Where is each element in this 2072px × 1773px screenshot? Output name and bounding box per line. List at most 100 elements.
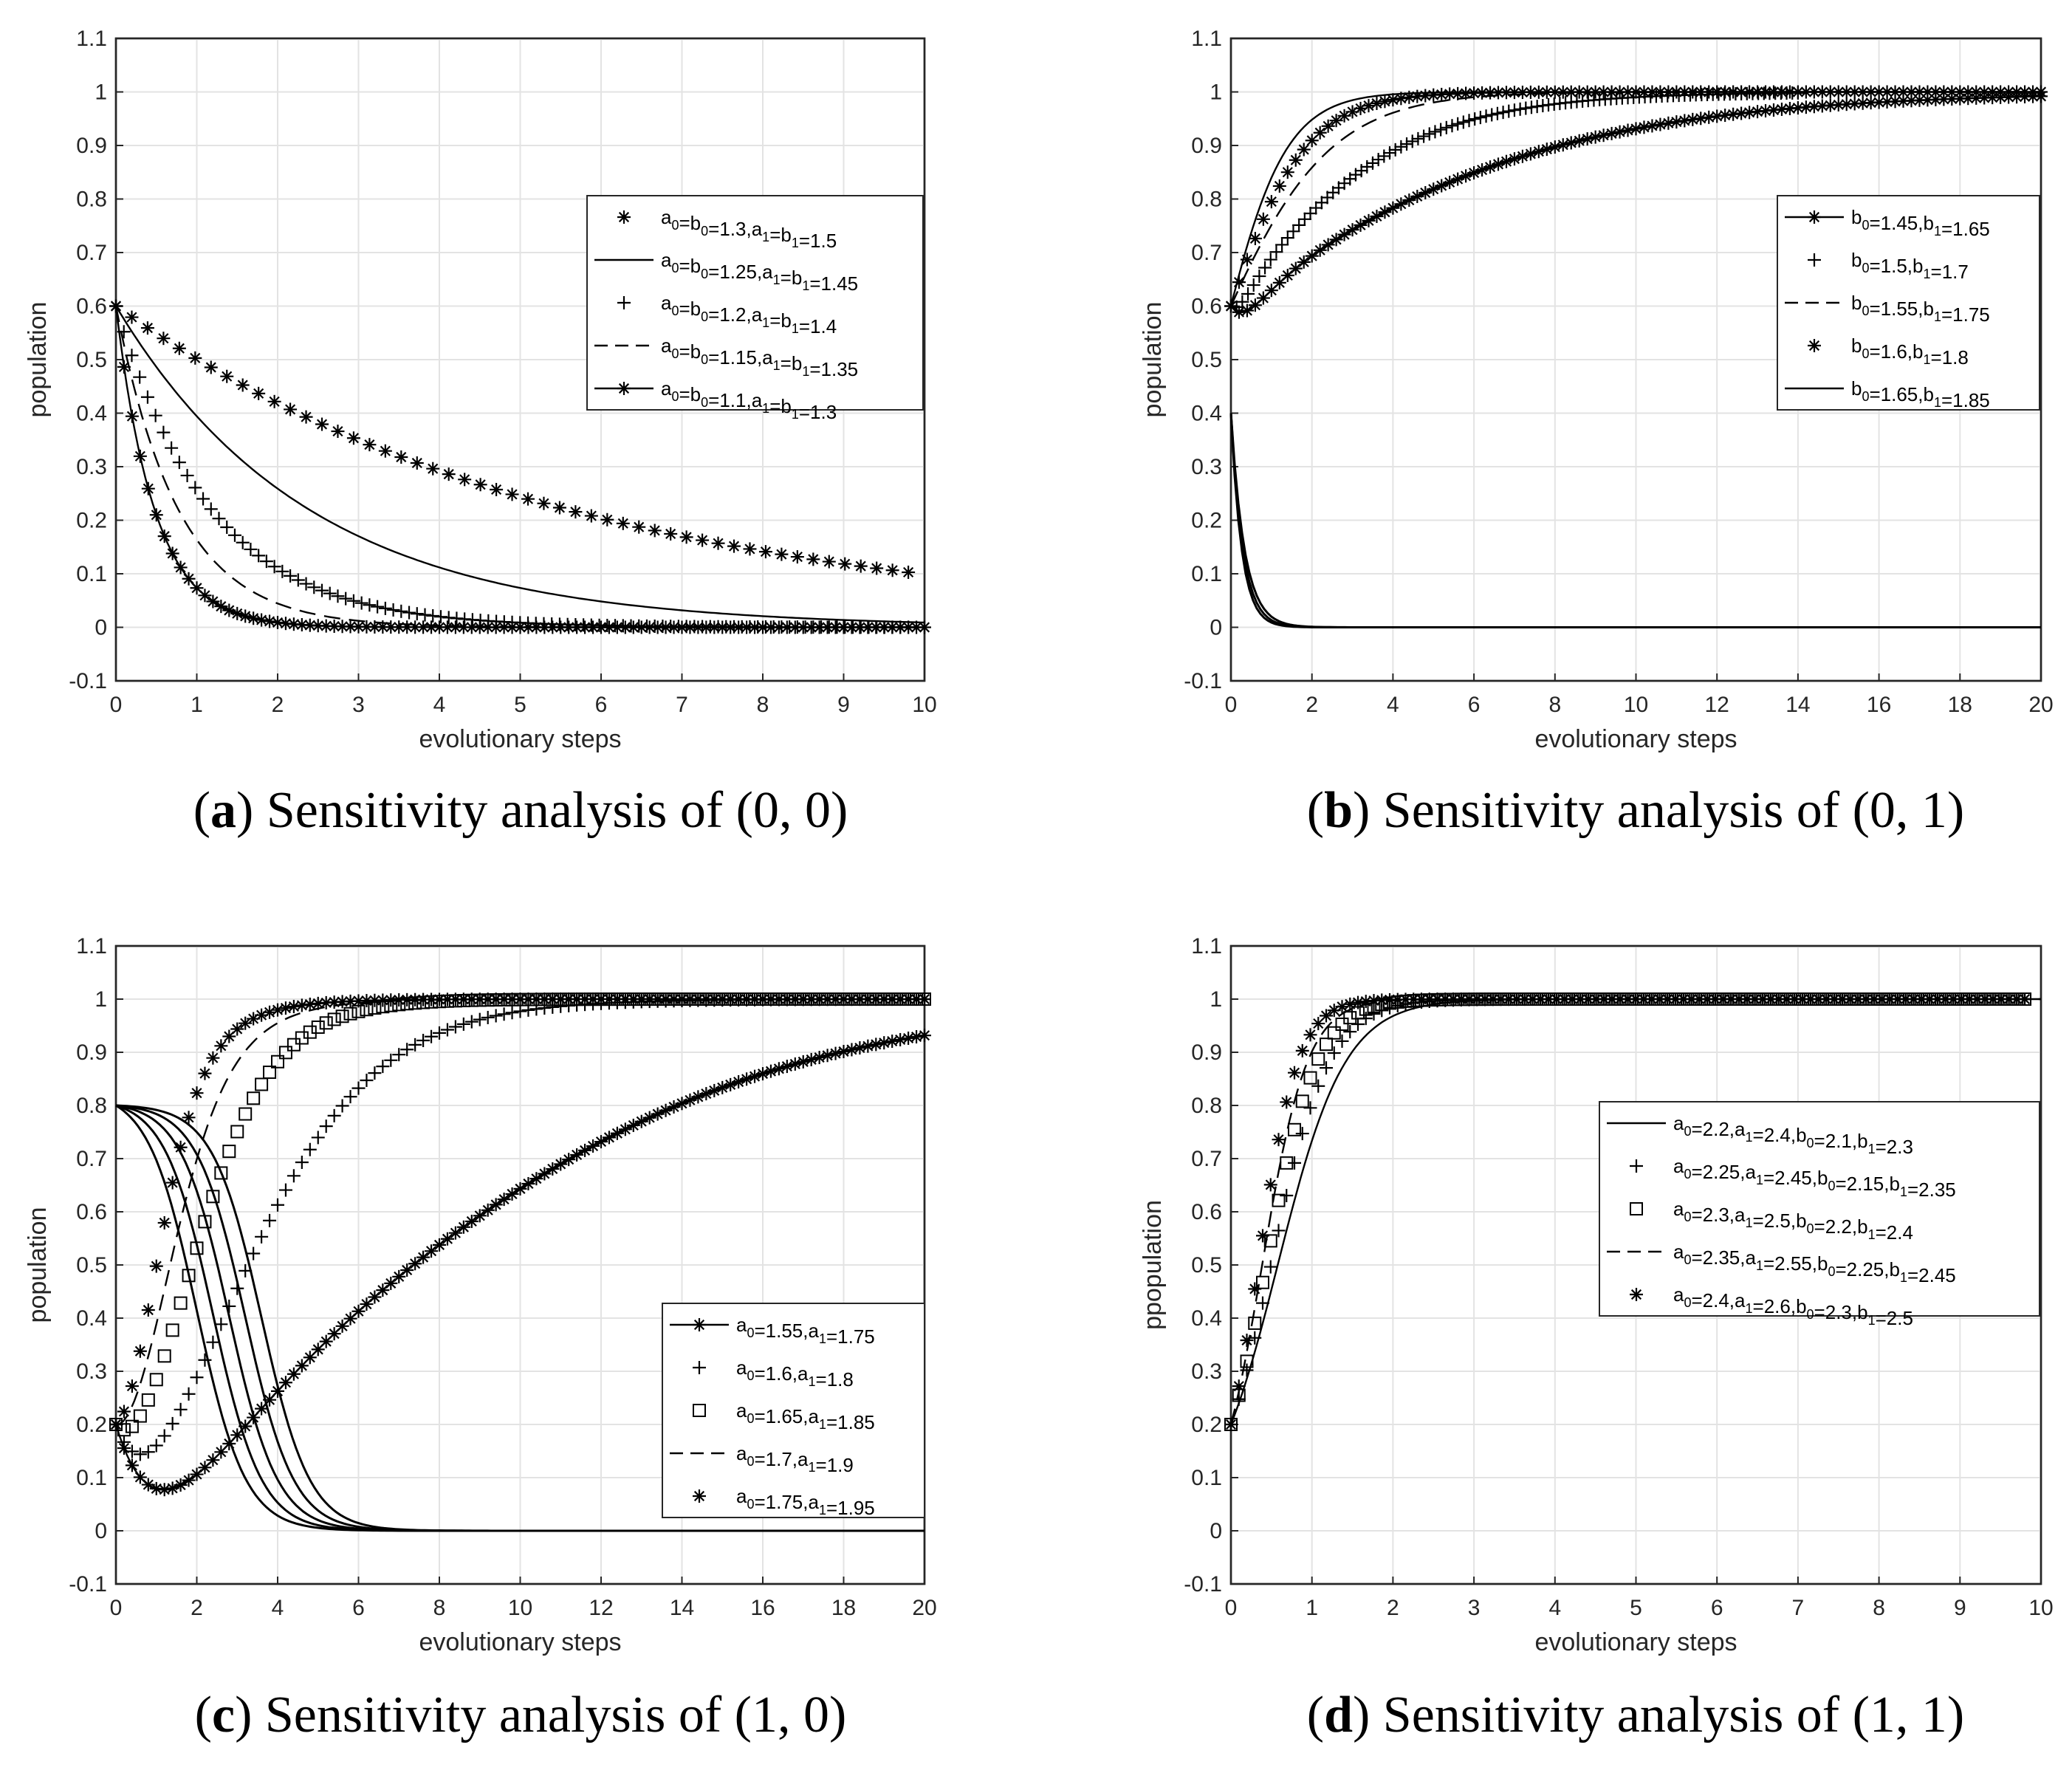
y-tick-label: 0.8: [76, 1094, 107, 1118]
data-point: [1256, 291, 1270, 305]
data-point: [1343, 997, 1357, 1011]
x-tick-label: 2: [272, 693, 284, 717]
data-point: [307, 580, 321, 594]
x-tick-label: 1: [191, 693, 203, 717]
legend-label: b0=1.65,b1=1.85: [1851, 377, 1990, 411]
data-point: [140, 390, 154, 404]
data-point: [354, 596, 368, 610]
data-point: [1327, 1026, 1341, 1040]
data-point: [1565, 992, 1579, 1006]
data-point: [236, 378, 250, 392]
data-point: [1494, 992, 1508, 1006]
x-tick-label: 6: [595, 693, 608, 717]
x-tick-label: 9: [1954, 1596, 1966, 1620]
legend-swatch-marker: [693, 1404, 706, 1417]
y-tick-label: 0.1: [76, 562, 107, 586]
legend-label: a0=b0=1.3,a1=b1=1.5: [661, 206, 837, 252]
data-point: [569, 505, 583, 519]
caption-letter: a: [210, 782, 236, 839]
data-point: [1867, 992, 1881, 1006]
data-point: [1263, 1178, 1277, 1192]
data-point: [473, 992, 487, 1006]
y-tick-label: 0.5: [1191, 348, 1222, 372]
y-tick-label: 0.7: [76, 241, 107, 265]
data-point: [287, 1367, 301, 1381]
data-point: [442, 467, 456, 481]
data-point: [230, 1022, 244, 1036]
data-point: [610, 620, 624, 634]
data-point: [1383, 146, 1397, 160]
data-point: [1405, 134, 1419, 148]
x-tick-label: 6: [352, 1596, 365, 1620]
data-point: [133, 370, 147, 384]
y-tick-label: 0.4: [1191, 1306, 1222, 1331]
data-point: [1490, 106, 1504, 120]
data-point: [448, 1020, 462, 1034]
data-point: [1313, 243, 1327, 257]
legend-label: b0=1.55,b1=1.75: [1851, 292, 1990, 326]
y-axis-label: population: [24, 1207, 52, 1323]
legend-label: a0=b0=1.1,a1=b1=1.3: [661, 377, 837, 423]
data-point: [368, 1066, 382, 1080]
data-point: [918, 992, 931, 1006]
legend-label: a0=1.65,a1=1.85: [736, 1399, 875, 1433]
series-3: [1224, 85, 2048, 313]
panel-d-chart: 0 1 2 3 4 5 6 7 8 9 10-0.100.10.20.30.40.50.60.70.…: [1139, 934, 2054, 1743]
data-point: [1743, 106, 1757, 120]
data-point: [376, 1283, 390, 1297]
data-point: [1710, 109, 1724, 123]
data-point: [600, 512, 614, 527]
data-point: [392, 993, 406, 1007]
y-tick-label: 0.9: [1191, 134, 1222, 158]
data-point: [109, 299, 123, 313]
data-point: [1507, 103, 1521, 117]
data-point: [311, 1342, 325, 1357]
data-point: [1263, 1234, 1277, 1248]
y-tick-label: 0: [1210, 616, 1222, 640]
data-point: [1329, 233, 1343, 247]
x-tick-label: 0: [110, 1596, 123, 1620]
data-point: [1803, 992, 1817, 1006]
data-point: [327, 1327, 341, 1341]
data-point: [1479, 109, 1493, 123]
data-point: [165, 1176, 179, 1190]
data-point: [464, 1015, 478, 1029]
data-point: [125, 310, 139, 324]
data-point: [481, 620, 495, 634]
x-tick-label: 0: [110, 693, 123, 717]
y-tick-label: -0.1: [69, 1572, 107, 1597]
data-point: [877, 992, 891, 1006]
y-tick-label: 0.9: [76, 134, 107, 158]
legend-swatch-marker: [1630, 1288, 1643, 1301]
data-point: [239, 1107, 253, 1121]
legend-label: a0=b0=1.2,a1=b1=1.4: [661, 292, 837, 337]
data-point: [788, 620, 802, 634]
series-4: [109, 299, 931, 634]
data-point: [806, 552, 820, 566]
y-tick-label: 0.3: [1191, 1359, 1222, 1384]
data-point: [586, 620, 600, 634]
data-point: [299, 577, 313, 591]
data-point: [327, 620, 341, 634]
data-point: [255, 1402, 269, 1416]
data-point: [1678, 114, 1692, 128]
plot-frame: [1229, 944, 2042, 1585]
plot-frame: [114, 37, 926, 682]
data-point: [299, 410, 313, 424]
data-point: [174, 1296, 188, 1310]
data-point: [378, 601, 392, 615]
legend-box: [1777, 195, 2040, 411]
data-point: [284, 402, 298, 416]
data-point: [1513, 102, 1527, 116]
data-point: [910, 1030, 924, 1044]
x-tick-label: 10: [1624, 693, 1648, 717]
y-tick-label: 0.9: [76, 1040, 107, 1065]
data-point: [182, 1387, 196, 1401]
y-tick-label: 0.3: [76, 1359, 107, 1384]
data-point: [425, 1029, 439, 1043]
y-tick-label: 1.1: [1191, 934, 1222, 958]
data-point: [295, 618, 309, 632]
data-point: [133, 1470, 147, 1484]
data-point: [1295, 1127, 1309, 1141]
x-tick-label: 16: [750, 1596, 775, 1620]
